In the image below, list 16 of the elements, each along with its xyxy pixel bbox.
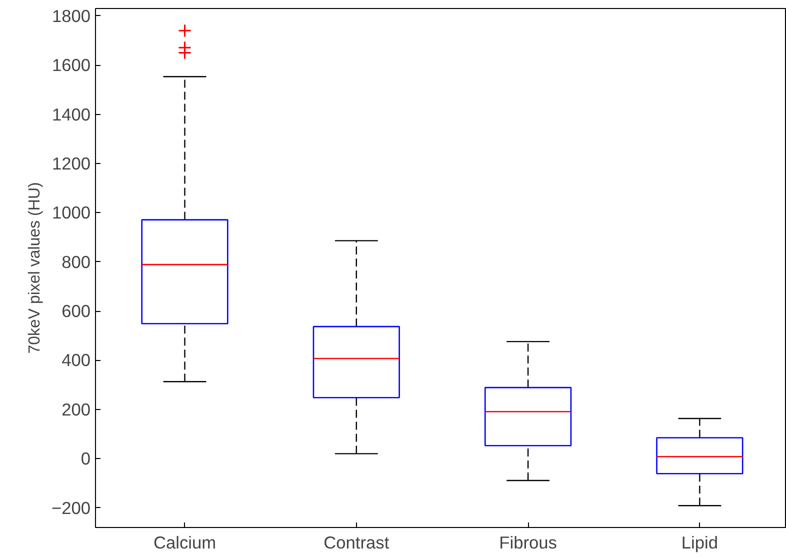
y-tick-label: 1800 (52, 6, 91, 26)
y-tick-label: 1400 (52, 104, 91, 124)
x-tick-label: Calcium (153, 532, 216, 552)
y-tick-label: 0 (80, 448, 91, 469)
y-tick-label: 200 (62, 399, 91, 420)
y-tick-label: 1600 (52, 55, 91, 76)
y-tick-label: 600 (62, 301, 91, 322)
x-tick-label: Contrast (324, 532, 390, 552)
y-tick-label: 800 (62, 252, 91, 272)
x-tick-label: Fibrous (499, 532, 558, 552)
y-tick-label: −200 (51, 498, 90, 518)
x-tick-label: Lipid (681, 532, 718, 552)
y-tick-label: 400 (62, 350, 91, 370)
y-tick-label: 1200 (52, 153, 91, 174)
y-axis-title: 70keV pixel values (HU) (26, 182, 44, 354)
y-tick-label: 1000 (52, 202, 91, 223)
